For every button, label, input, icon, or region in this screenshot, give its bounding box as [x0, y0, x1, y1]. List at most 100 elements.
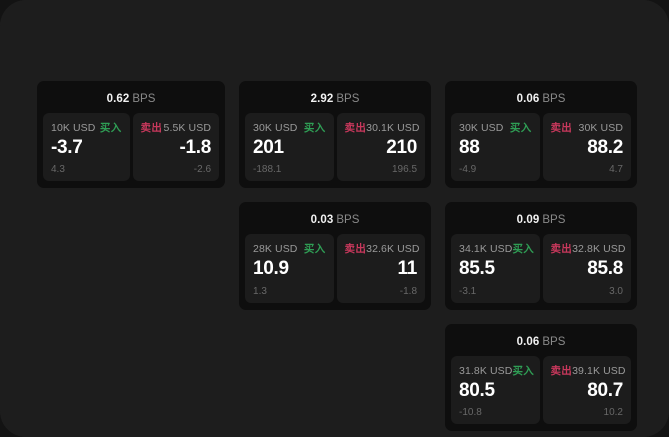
- buy-panel[interactable]: 31.8K USD 买入 80.5 -10.8: [451, 355, 540, 425]
- buy-panel-header: 28K USD 买入: [253, 241, 326, 255]
- sell-delta: -1.8: [399, 285, 418, 297]
- buy-panel[interactable]: 28K USD 买入 10.9 1.3: [245, 234, 334, 303]
- sell-panel[interactable]: 卖出 32.6K USD 11 -1.8: [336, 234, 426, 303]
- buy-tag: 买入: [512, 243, 535, 256]
- sell-panel-header: 卖出 32.6K USD: [344, 241, 420, 256]
- buy-panel-header: 30K USD 买入: [459, 120, 532, 134]
- buy-delta: -4.9: [459, 164, 477, 176]
- sell-panel-header: 卖出 32.8K USD: [550, 241, 626, 256]
- buy-quantity: 10K USD: [51, 122, 96, 134]
- right-column: 0.06 BPS 30K USD 买入 88 -4.9: [445, 81, 637, 432]
- bps-unit-label: BPS: [542, 335, 566, 348]
- buy-panel[interactable]: 10K USD 买入 -3.7 4.3: [43, 113, 130, 182]
- buy-delta: -188.1: [253, 164, 282, 176]
- sell-tag: 卖出: [344, 122, 367, 134]
- middle-column: 2.92 BPS 30K USD 买入 201 -188.1: [239, 81, 431, 310]
- buy-tag: 买入: [99, 122, 122, 134]
- sell-tag: 卖出: [550, 122, 573, 134]
- card-sides: 34.1K USD 买入 85.5 -3.1 卖出 32.8K USD 85.: [451, 234, 631, 303]
- sell-quantity: 39.1K USD: [572, 364, 626, 377]
- sell-price: 11: [397, 258, 418, 280]
- buy-price: 85.5: [459, 258, 495, 280]
- buy-panel-header: 10K USD 买入: [51, 120, 122, 134]
- bps-unit-label: BPS: [542, 214, 566, 227]
- card-header: 0.09 BPS: [451, 208, 631, 234]
- sell-panel[interactable]: 卖出 30.1K USD 210 196.5: [336, 113, 426, 182]
- sell-delta: 3.0: [609, 285, 623, 297]
- quote-card[interactable]: 0.62 BPS 10K USD 买入 -3.7 4.3: [37, 81, 226, 189]
- buy-quantity: 31.8K USD: [459, 364, 513, 377]
- quote-card[interactable]: 2.92 BPS 30K USD 买入 201 -188.1: [239, 81, 431, 189]
- sell-delta: 196.5: [391, 164, 418, 176]
- sell-quantity: 30K USD: [578, 122, 623, 134]
- buy-price: 88: [459, 137, 480, 158]
- buy-price: 10.9: [253, 258, 289, 280]
- card-sides: 31.8K USD 买入 80.5 -10.8 卖出 39.1K USD 80: [451, 355, 631, 425]
- sell-quantity: 30.1K USD: [366, 122, 420, 134]
- quote-card[interactable]: 0.06 BPS 31.8K USD 买入 80.5 -10.8: [445, 323, 637, 432]
- bps-unit-label: BPS: [542, 93, 566, 105]
- buy-tag: 买入: [303, 122, 326, 134]
- card-header: 0.03 BPS: [245, 208, 425, 234]
- sell-panel-header: 卖出 5.5K USD: [141, 120, 212, 134]
- bps-value: 0.09: [516, 214, 540, 227]
- sell-delta: 4.7: [609, 164, 623, 176]
- sell-tag: 卖出: [140, 122, 163, 134]
- buy-tag: 买入: [512, 364, 535, 377]
- left-column: 0.62 BPS 10K USD 买入 -3.7 4.3: [37, 81, 226, 189]
- buy-price: -3.7: [51, 137, 83, 158]
- buy-quantity: 28K USD: [253, 243, 298, 256]
- sell-tag: 卖出: [344, 243, 367, 256]
- buy-panel-header: 31.8K USD 买入: [459, 363, 535, 377]
- bps-unit-label: BPS: [336, 214, 360, 227]
- sell-quantity: 5.5K USD: [163, 122, 212, 134]
- sell-panel-header: 卖出 30.1K USD: [344, 120, 420, 134]
- buy-panel-header: 34.1K USD 买入: [459, 241, 535, 256]
- sell-price: 85.8: [587, 258, 623, 280]
- sell-panel[interactable]: 卖出 32.8K USD 85.8 3.0: [542, 234, 631, 303]
- quote-card[interactable]: 0.09 BPS 34.1K USD 买入 85.5 -3.1: [445, 202, 637, 310]
- buy-delta: -3.1: [459, 285, 477, 297]
- quote-card[interactable]: 0.03 BPS 28K USD 买入 10.9 1.3: [239, 202, 431, 310]
- card-sides: 30K USD 买入 88 -4.9 卖出 30K USD 88.2: [451, 113, 631, 182]
- sell-panel-header: 卖出 39.1K USD: [551, 363, 626, 377]
- card-header: 0.62 BPS: [43, 87, 219, 113]
- buy-delta: 1.3: [253, 285, 267, 297]
- bps-value: 0.62: [106, 93, 130, 105]
- buy-panel[interactable]: 30K USD 买入 88 -4.9: [451, 113, 540, 182]
- sell-tag: 卖出: [550, 243, 573, 256]
- sell-panel[interactable]: 卖出 39.1K USD 80.7 10.2: [542, 355, 631, 425]
- buy-panel[interactable]: 34.1K USD 买入 85.5 -3.1: [451, 234, 540, 303]
- sell-price: -1.8: [179, 137, 212, 158]
- bps-value: 0.06: [516, 335, 540, 348]
- buy-quantity: 30K USD: [253, 122, 298, 134]
- card-header: 0.06 BPS: [451, 330, 631, 356]
- card-sides: 10K USD 买入 -3.7 4.3 卖出 5.5K USD -1.8: [43, 113, 220, 182]
- buy-delta: 4.3: [51, 164, 65, 176]
- card-sides: 30K USD 买入 201 -188.1 卖出 30.1K USD 210: [245, 113, 426, 182]
- card-header: 0.06 BPS: [451, 87, 631, 113]
- sell-panel[interactable]: 卖出 5.5K USD -1.8 -2.6: [132, 113, 220, 182]
- sell-delta: -2.6: [193, 164, 212, 176]
- buy-tag: 买入: [509, 122, 532, 134]
- sell-quantity: 32.6K USD: [366, 243, 420, 256]
- card-header: 2.92 BPS: [245, 87, 425, 113]
- sell-price: 80.7: [587, 379, 623, 401]
- bps-unit-label: BPS: [336, 93, 360, 105]
- quote-card[interactable]: 0.06 BPS 30K USD 买入 88 -4.9: [445, 81, 637, 189]
- buy-delta: -10.8: [459, 407, 482, 419]
- buy-panel[interactable]: 30K USD 买入 201 -188.1: [245, 113, 334, 182]
- bps-value: 2.92: [310, 93, 334, 105]
- bps-value: 0.06: [516, 93, 540, 105]
- buy-price: 201: [253, 137, 284, 158]
- buy-tag: 买入: [303, 243, 326, 256]
- quote-card-grid: 0.62 BPS 10K USD 买入 -3.7 4.3: [37, 81, 637, 432]
- sell-panel[interactable]: 卖出 30K USD 88.2 4.7: [542, 113, 631, 182]
- card-sides: 28K USD 买入 10.9 1.3 卖出 32.6K USD 11: [245, 234, 426, 303]
- bps-unit-label: BPS: [132, 93, 156, 105]
- sell-delta: 10.2: [603, 407, 623, 419]
- buy-panel-header: 30K USD 买入: [253, 120, 326, 134]
- sell-price: 210: [386, 137, 418, 158]
